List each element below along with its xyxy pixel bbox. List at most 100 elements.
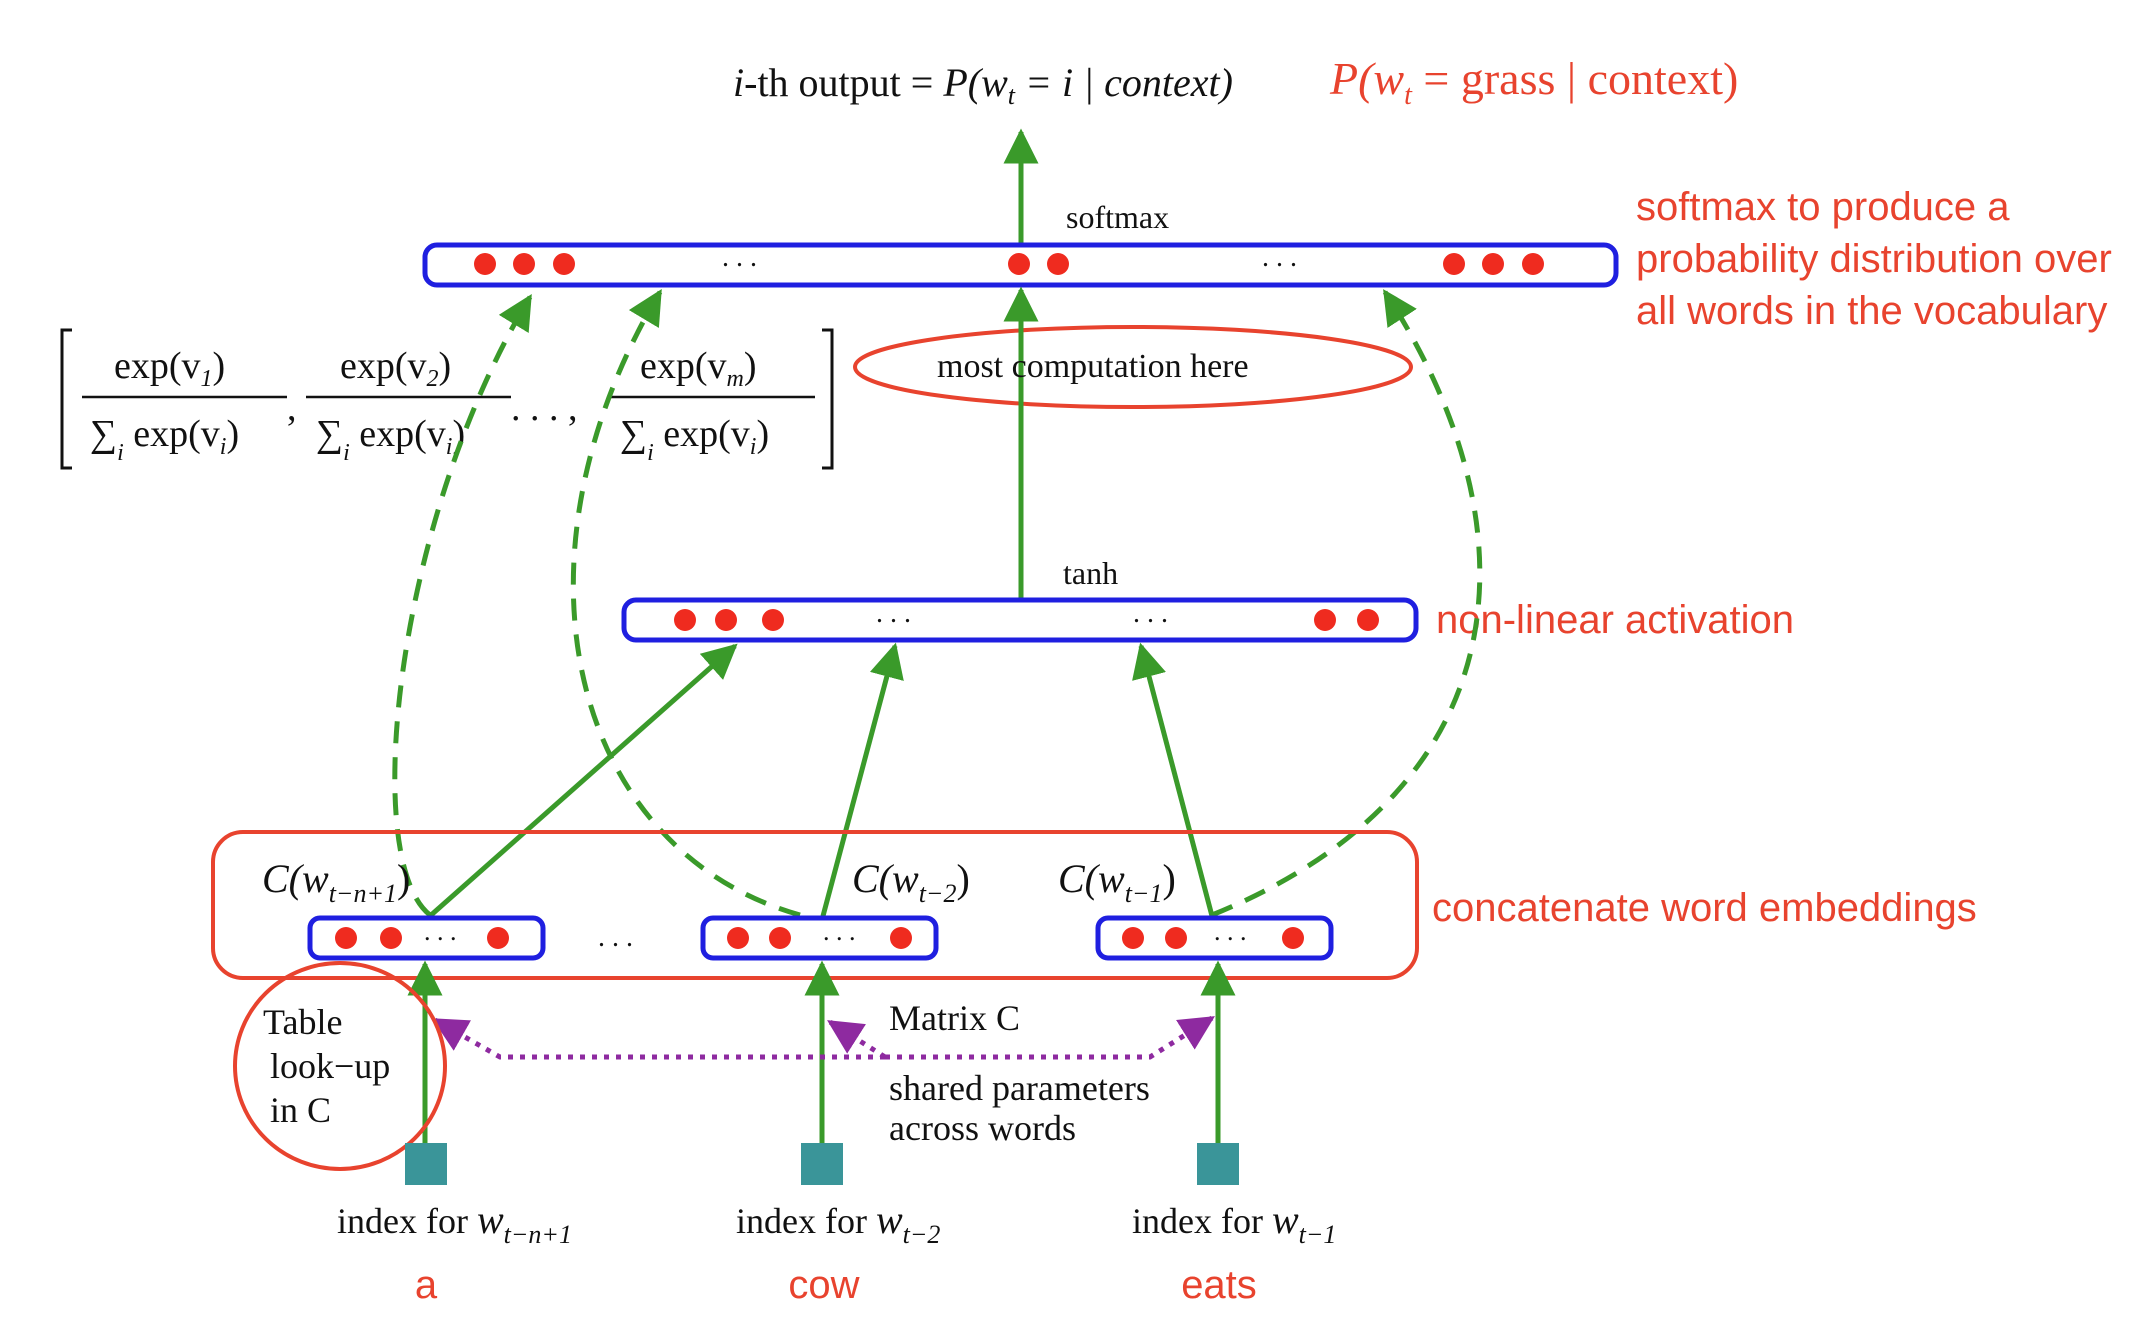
embedding-1-ellipsis: . . .: [424, 917, 457, 946]
nonlinear-note: non-linear activation: [1436, 598, 1794, 642]
softmax-units: [474, 253, 1544, 275]
softmax-unit: [513, 253, 535, 275]
embedding-unit: [769, 927, 791, 949]
grass-rest: = grass | context): [1412, 53, 1738, 104]
index-label-1: index for wt−n+1: [337, 1197, 572, 1249]
formula-sep1: ,: [287, 387, 297, 429]
input-square-3: [1197, 1143, 1239, 1185]
input-square-1: [405, 1143, 447, 1185]
concat-note: concatenate word embeddings: [1432, 886, 1977, 930]
embedding-1-units: [335, 927, 509, 949]
embedding-unit: [380, 927, 402, 949]
formula-num1: exp(v1): [114, 345, 225, 392]
input-words: a cow eats: [415, 1263, 1257, 1307]
lookup-line2: look−up: [270, 1046, 390, 1086]
formula-den2: ∑i exp(vi): [316, 413, 465, 466]
embedding-unit: [487, 927, 509, 949]
embedding-label-1: C(wt−n+1): [262, 856, 410, 908]
softmax-label: softmax: [1066, 199, 1169, 235]
input-word-2: cow: [788, 1263, 859, 1307]
svg-text:i-th output = P(wt = i | conte: i-th output = P(wt = i | context): [733, 60, 1233, 110]
between-embeddings-ellipsis: . . .: [598, 922, 633, 953]
shared-arrow-left: [431, 1017, 885, 1060]
softmax-formula: exp(v1) ∑i exp(vi) , exp(v2) ∑i exp(vi) …: [60, 328, 834, 470]
softmax-annotation: softmax to produce a probability distrib…: [1636, 185, 2112, 333]
embedding-unit: [1282, 927, 1304, 949]
tanh-unit: [674, 609, 696, 631]
softmax-unit: [1522, 253, 1544, 275]
formula-num2: exp(v2): [340, 345, 451, 392]
softmax-unit: [474, 253, 496, 275]
tanh-ellipsis-right: . . .: [1133, 598, 1168, 629]
formula-left-bracket: [60, 328, 72, 470]
output-i: i: [733, 60, 744, 105]
embedding-label-2: C(wt−2): [852, 856, 970, 908]
tanh-layer-box: [621, 597, 1419, 643]
output-formula: i-th output = P(wt = i | context) P(wt =…: [733, 53, 1738, 111]
formula-den1: ∑i exp(vi): [90, 413, 239, 466]
input-word-3: eats: [1181, 1263, 1257, 1307]
shared-arrow-center: [827, 1019, 887, 1060]
embedding-3-ellipsis: . . .: [1214, 917, 1247, 946]
embedding-box-1: [307, 915, 546, 961]
softmax-layer-box: [422, 242, 1619, 288]
embedding-box-2: [700, 915, 939, 961]
skip-connection-1: [392, 294, 533, 917]
softmax-unit: [553, 253, 575, 275]
index-label-3: index for wt−1: [1132, 1197, 1336, 1249]
softmax-note-line3: all words in the vocabulary: [1636, 289, 2107, 333]
formula-denm: ∑i exp(vi): [620, 413, 769, 466]
matrix-label: Matrix C: [889, 998, 1020, 1038]
grass-prob: P(w: [1329, 53, 1404, 104]
formula-right-bracket: [822, 328, 834, 470]
embed2-to-tanh-arrow: [820, 642, 904, 917]
embedding-unit: [1165, 927, 1187, 949]
embed3-to-tanh-arrow: [1132, 642, 1215, 917]
softmax-unit: [1482, 253, 1504, 275]
shared-arrow-right: [885, 1015, 1215, 1060]
table-lookup-circle: [233, 961, 447, 1171]
output-rest: = i | context): [1015, 60, 1233, 105]
input-square-2: [801, 1143, 843, 1185]
embed1-to-tanh-arrow: [428, 643, 738, 918]
shared-matrix-arrows: [431, 1015, 1215, 1060]
input-squares: [405, 1143, 1239, 1185]
output-prob: P(w: [942, 60, 1008, 105]
shared-line1: shared parameters: [889, 1068, 1150, 1108]
softmax-note-line1: softmax to produce a: [1636, 185, 2010, 229]
skip-connections: [392, 288, 1483, 918]
tanh-unit: [762, 609, 784, 631]
computation-note: most computation here: [937, 348, 1249, 385]
tanh-unit: [1314, 609, 1336, 631]
index-label-2: index for wt−2: [736, 1197, 940, 1249]
shared-line2: across words: [889, 1108, 1076, 1148]
embedding-unit: [727, 927, 749, 949]
tanh-unit: [1357, 609, 1379, 631]
table-lookup-text: Table look−up in C: [263, 1002, 390, 1130]
softmax-unit: [1008, 253, 1030, 275]
embedding-label-3: C(wt−1): [1058, 856, 1176, 908]
embedding-unit: [335, 927, 357, 949]
formula-numm: exp(vm): [640, 345, 757, 392]
softmax-unit: [1443, 253, 1465, 275]
softmax-ellipsis-left: . . .: [722, 242, 757, 273]
lookup-line3: in C: [270, 1090, 331, 1130]
softmax-note-line2: probability distribution over: [1636, 237, 2112, 281]
softmax-unit: [1047, 253, 1069, 275]
softmax-ellipsis-right: . . .: [1262, 242, 1297, 273]
index-labels: index for wt−n+1 index for wt−2 index fo…: [337, 1197, 1336, 1249]
output-label: -th output =: [744, 60, 943, 105]
embedding-2-ellipsis: . . .: [823, 917, 856, 946]
skip-connection-2: [570, 288, 801, 918]
embedding-3-units: [1122, 927, 1304, 949]
matrix-annotation: Matrix C shared parameters across words: [889, 998, 1150, 1148]
output-sub: t: [1008, 81, 1016, 110]
tanh-units: [674, 609, 1379, 631]
embedding-to-tanh-arrows: [428, 642, 1215, 918]
grass-sub: t: [1404, 80, 1413, 111]
lookup-line1: Table: [263, 1002, 342, 1042]
embedding-box-3: [1095, 915, 1334, 961]
computation-ellipse: [853, 325, 1413, 409]
embedding-labels: C(wt−n+1) C(wt−2) C(wt−1): [262, 856, 1176, 908]
